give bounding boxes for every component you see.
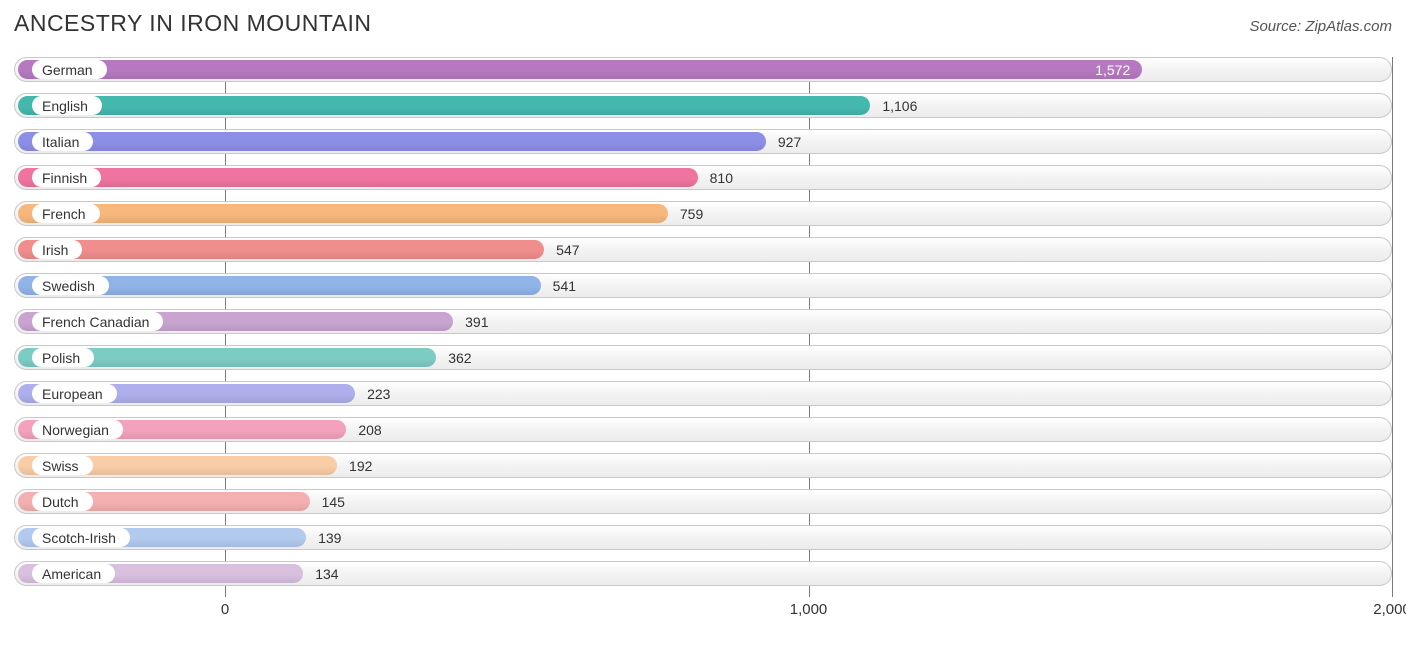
bar-row: Swiss 192 bbox=[14, 453, 1392, 478]
bar-value-label: 810 bbox=[698, 165, 733, 190]
bar-category-label: Polish bbox=[32, 348, 94, 367]
bar-fill bbox=[18, 240, 544, 259]
source-attribution: Source: ZipAtlas.com bbox=[1249, 18, 1392, 35]
bar-category-label: Italian bbox=[32, 132, 93, 151]
bar-category-label: Irish bbox=[32, 240, 82, 259]
bar-category-label: Dutch bbox=[32, 492, 93, 511]
bar-category-label: American bbox=[32, 564, 115, 583]
bar-category-label: French Canadian bbox=[32, 312, 163, 331]
bar-fill bbox=[18, 204, 668, 223]
bar-row: French 759 bbox=[14, 201, 1392, 226]
bar-value-label: 208 bbox=[346, 417, 381, 442]
bar-row: European 223 bbox=[14, 381, 1392, 406]
bar-fill bbox=[18, 96, 870, 115]
bar-row: American 134 bbox=[14, 561, 1392, 586]
bar-value-label: 139 bbox=[306, 525, 341, 550]
bar-fill bbox=[18, 168, 698, 187]
header: ANCESTRY IN IRON MOUNTAIN Source: ZipAtl… bbox=[14, 10, 1392, 37]
bar-value-label: 1,572 bbox=[14, 57, 1142, 82]
bar-row: Finnish 810 bbox=[14, 165, 1392, 190]
bar-category-label: Norwegian bbox=[32, 420, 123, 439]
bar-row: Irish 547 bbox=[14, 237, 1392, 262]
bar-category-label: French bbox=[32, 204, 100, 223]
bar-row: English 1,106 bbox=[14, 93, 1392, 118]
x-axis-tick-label: 2,000 bbox=[1373, 601, 1406, 618]
bar-category-label: Finnish bbox=[32, 168, 101, 187]
bar-category-label: Scotch-Irish bbox=[32, 528, 130, 547]
bar-value-label: 1,106 bbox=[870, 93, 917, 118]
bar-value-label: 362 bbox=[436, 345, 471, 370]
bar-value-label: 541 bbox=[541, 273, 576, 298]
bar-category-label: Swedish bbox=[32, 276, 109, 295]
chart-plot-area: German1,572 English 1,106 Italian 927 Finnish… bbox=[14, 57, 1392, 597]
bar-value-label: 145 bbox=[310, 489, 345, 514]
x-axis-tick-label: 0 bbox=[221, 601, 229, 618]
bar-category-label: Swiss bbox=[32, 456, 93, 475]
bar-row: Scotch-Irish 139 bbox=[14, 525, 1392, 550]
bar-fill bbox=[18, 132, 766, 151]
bar-category-label: European bbox=[32, 384, 117, 403]
bar-row: Norwegian 208 bbox=[14, 417, 1392, 442]
bar-value-label: 547 bbox=[544, 237, 579, 262]
bar-value-label: 192 bbox=[337, 453, 372, 478]
bar-row: Polish 362 bbox=[14, 345, 1392, 370]
bar-row: Swedish 541 bbox=[14, 273, 1392, 298]
bar-value-label: 391 bbox=[453, 309, 488, 334]
bar-row: Italian 927 bbox=[14, 129, 1392, 154]
bar-category-label: English bbox=[32, 96, 102, 115]
bar-value-label: 134 bbox=[303, 561, 338, 586]
bar-row: Dutch 145 bbox=[14, 489, 1392, 514]
bar-value-label: 223 bbox=[355, 381, 390, 406]
x-axis: 01,0002,000 bbox=[14, 601, 1392, 621]
bar-value-label: 759 bbox=[668, 201, 703, 226]
chart-title: ANCESTRY IN IRON MOUNTAIN bbox=[14, 10, 372, 37]
gridline bbox=[1392, 57, 1393, 597]
bar-value-label: 927 bbox=[766, 129, 801, 154]
bar-row: German1,572 bbox=[14, 57, 1392, 82]
x-axis-tick-label: 1,000 bbox=[790, 601, 828, 618]
chart-container: ANCESTRY IN IRON MOUNTAIN Source: ZipAtl… bbox=[0, 0, 1406, 651]
bar-row: French Canadian 391 bbox=[14, 309, 1392, 334]
